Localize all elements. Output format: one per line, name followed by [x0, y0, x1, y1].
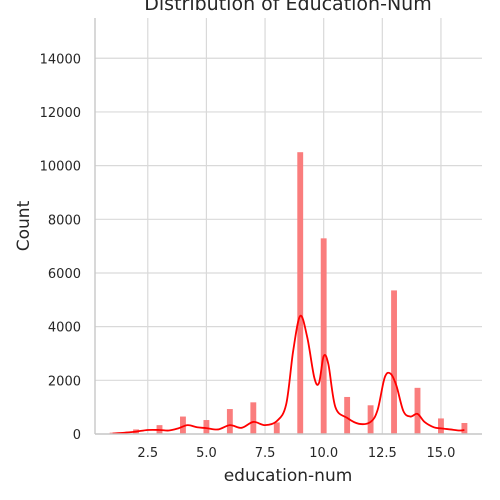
- x-axis-label: education-num: [224, 466, 353, 486]
- y-axis-label: Count: [14, 200, 34, 251]
- x-tick-label: 7.5: [255, 446, 276, 461]
- x-tick-label: 10.0: [309, 446, 338, 461]
- histogram-bar: [461, 423, 467, 434]
- histogram-bar: [321, 238, 327, 434]
- histogram-bar: [297, 152, 303, 434]
- histogram-bar: [274, 422, 280, 434]
- y-tick-label: 4000: [48, 321, 81, 336]
- histogram-bar: [250, 402, 256, 434]
- histogram-bar: [344, 397, 350, 434]
- y-tick-label: 12000: [40, 106, 81, 121]
- histogram-bar: [415, 388, 421, 434]
- y-tick-label: 8000: [48, 213, 81, 228]
- histogram-bar: [391, 290, 397, 434]
- y-tick-label: 10000: [40, 160, 81, 175]
- y-tick-label: 6000: [48, 267, 81, 282]
- spines: [95, 18, 482, 434]
- x-tick-label: 12.5: [368, 446, 397, 461]
- y-tick-label: 0: [73, 428, 81, 443]
- x-tick-label: 15.0: [426, 446, 455, 461]
- y-tick-label: 14000: [40, 52, 81, 67]
- chart-title: Distribution of Education-Num: [144, 0, 431, 15]
- y-tick-labels: 0 2000 4000 6000 8000 10000 12000 14000: [40, 52, 81, 443]
- y-tick-label: 2000: [48, 374, 81, 389]
- histogram-bar: [438, 418, 444, 434]
- x-tick-label: 5.0: [196, 446, 217, 461]
- kde-line: [113, 316, 465, 434]
- x-tick-labels: 2.5 5.0 7.5 10.0 12.5 15.0: [137, 446, 455, 461]
- x-tick-label: 2.5: [137, 446, 158, 461]
- kde-layer: [113, 316, 465, 434]
- histogram-bar: [227, 409, 233, 434]
- grid: [95, 18, 482, 434]
